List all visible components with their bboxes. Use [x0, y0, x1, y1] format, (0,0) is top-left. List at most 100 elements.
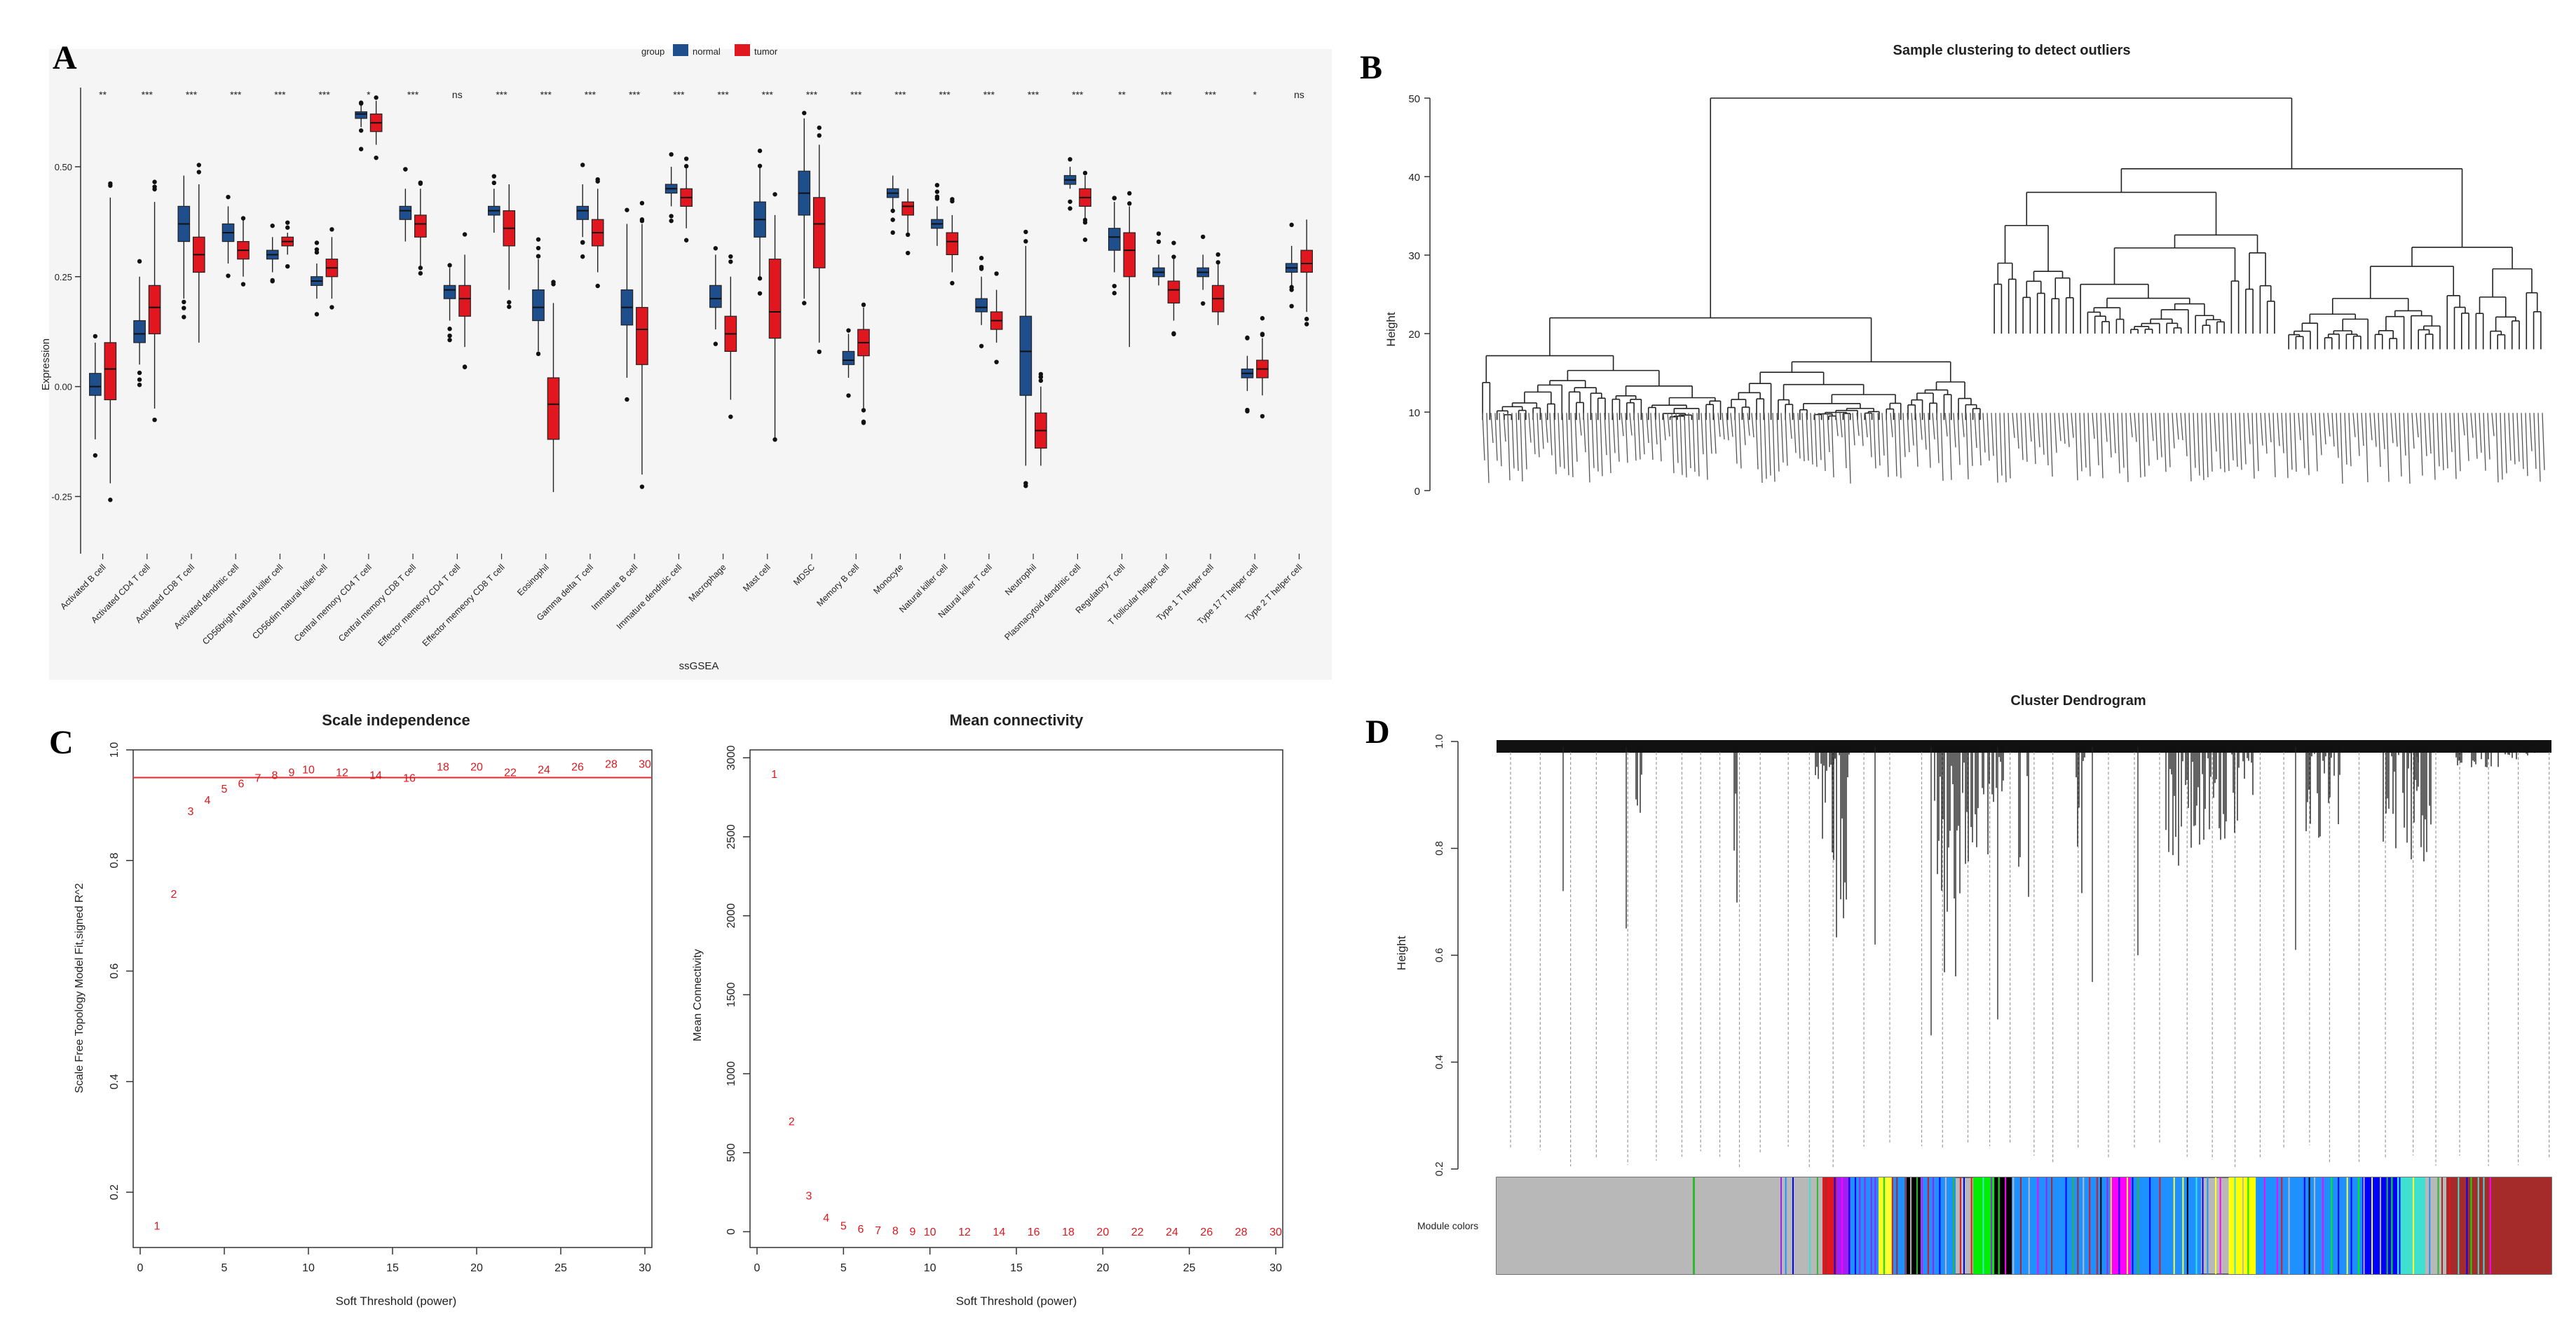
outlier-point — [580, 163, 585, 168]
module-color-stripe — [2219, 1177, 2221, 1274]
power-point-label: 9 — [289, 767, 295, 779]
outlier-point — [1038, 374, 1044, 380]
panel-c2-ytick-label: 2000 — [725, 903, 737, 929]
outlier-point — [757, 291, 763, 296]
sample-leaf-label — [1499, 413, 1502, 467]
sample-leaf-label — [1865, 413, 1868, 437]
module-color-segment — [1693, 1177, 1695, 1274]
outlier-point — [1171, 254, 1176, 259]
module-color-stripe — [1944, 1177, 1947, 1274]
module-color-stripe — [1904, 1177, 1907, 1274]
sample-leaf-label — [1877, 413, 1881, 466]
outlier-point — [507, 304, 512, 309]
sample-leaf-label — [1839, 413, 1843, 438]
sample-leaf-label — [1835, 413, 1839, 437]
sample-leaf-label — [2281, 413, 2284, 453]
module-color-stripe — [1932, 1177, 1934, 1274]
power-point-label: 2 — [789, 1116, 795, 1128]
outlier-point — [1082, 217, 1088, 223]
sample-leaf-label — [2024, 413, 2028, 462]
panel-c: C Scale independence Soft Threshold (pow… — [49, 711, 1283, 1308]
significance-label: *** — [939, 89, 950, 100]
sample-leaf-label — [2230, 413, 2234, 460]
sample-leaf-label — [1764, 413, 1767, 479]
sample-leaf-label — [1789, 413, 1792, 439]
sample-leaf-label — [2142, 413, 2146, 477]
sample-leaf-label — [2462, 413, 2465, 436]
outlier-point — [1082, 237, 1088, 242]
sample-leaf-label — [2251, 413, 2255, 479]
power-point-label: 5 — [840, 1220, 847, 1232]
module-color-stripe — [2263, 1177, 2265, 1274]
sample-leaf-label — [2264, 413, 2268, 454]
significance-label: ns — [452, 89, 463, 100]
outlier-point — [462, 232, 468, 237]
module-color-stripe — [2437, 1177, 2439, 1274]
sample-leaf-label — [1814, 413, 1818, 467]
outlier-point — [1068, 157, 1072, 162]
module-color-stripe — [1978, 1177, 1980, 1274]
module-color-stripe — [1939, 1177, 1941, 1274]
sample-leaf-label — [1961, 413, 1965, 437]
sample-leaf-label — [2407, 413, 2411, 484]
power-point-label: 3 — [806, 1191, 812, 1203]
outlier-point — [226, 194, 231, 200]
sample-leaf-label — [2134, 413, 2137, 442]
module-color-stripe — [2100, 1177, 2102, 1274]
power-point-label: 26 — [1200, 1226, 1213, 1238]
sample-leaf-label — [1633, 413, 1637, 461]
sample-leaf-label — [1541, 413, 1544, 449]
power-point-label: 24 — [1166, 1226, 1178, 1238]
box-normal — [1108, 228, 1121, 251]
sample-leaf-label — [1936, 413, 1940, 463]
sample-leaf-label — [1944, 413, 1948, 437]
module-color-stripe — [1982, 1177, 1984, 1274]
outlier-point — [934, 182, 940, 188]
sample-leaf-label — [1797, 413, 1801, 459]
sample-leaf-label — [1482, 413, 1485, 460]
sample-leaf-label — [1679, 413, 1683, 475]
sample-leaf-label — [1705, 413, 1708, 480]
sample-leaf-label — [1520, 413, 1523, 481]
module-color-stripe — [2005, 1177, 2007, 1274]
sample-leaf-label — [1772, 413, 1776, 482]
sample-leaf-label — [2033, 413, 2036, 465]
sample-leaf-label — [1801, 413, 1805, 462]
outlier-point — [418, 266, 423, 271]
sample-leaf-label — [2222, 413, 2226, 472]
sample-leaf-label — [2050, 413, 2053, 477]
sample-leaf-label — [2079, 413, 2083, 472]
module-color-stripe — [1859, 1177, 1861, 1274]
sample-leaf-label — [2542, 413, 2545, 470]
outlier-point — [196, 170, 201, 175]
outlier-point — [1289, 287, 1294, 292]
box-tumor — [1300, 249, 1313, 273]
sample-leaf-label — [2340, 413, 2343, 484]
sample-leaf-label — [2411, 413, 2415, 449]
module-color-stripe — [2448, 1177, 2451, 1274]
sample-leaf-label — [2352, 413, 2356, 437]
module-color-stripe — [2110, 1177, 2112, 1274]
sample-leaf-label — [2357, 413, 2360, 456]
sample-leaf-label — [1600, 413, 1603, 477]
sample-leaf-label — [2045, 413, 2049, 466]
panel-c1-title: Scale independence — [322, 711, 470, 729]
sample-leaf-label — [2172, 413, 2175, 449]
power-point-label: 10 — [302, 765, 315, 777]
outlier-point — [182, 315, 186, 320]
significance-label: *** — [1205, 89, 1217, 100]
module-color-stripe — [1785, 1177, 1787, 1274]
outlier-point — [240, 216, 246, 221]
sample-leaf-label — [1515, 413, 1519, 471]
sample-leaf-label — [2516, 413, 2520, 462]
outlier-point — [728, 414, 733, 419]
significance-label: * — [367, 89, 371, 100]
module-color-stripe — [1916, 1177, 1918, 1274]
sample-leaf-label — [2474, 413, 2478, 459]
sample-leaf-label — [1696, 413, 1700, 477]
significance-label: *** — [850, 89, 862, 100]
sample-leaf-label — [2008, 413, 2011, 479]
outlier-point — [1112, 283, 1117, 289]
sample-leaf-label — [2020, 413, 2024, 460]
module-color-stripe — [2083, 1177, 2085, 1274]
